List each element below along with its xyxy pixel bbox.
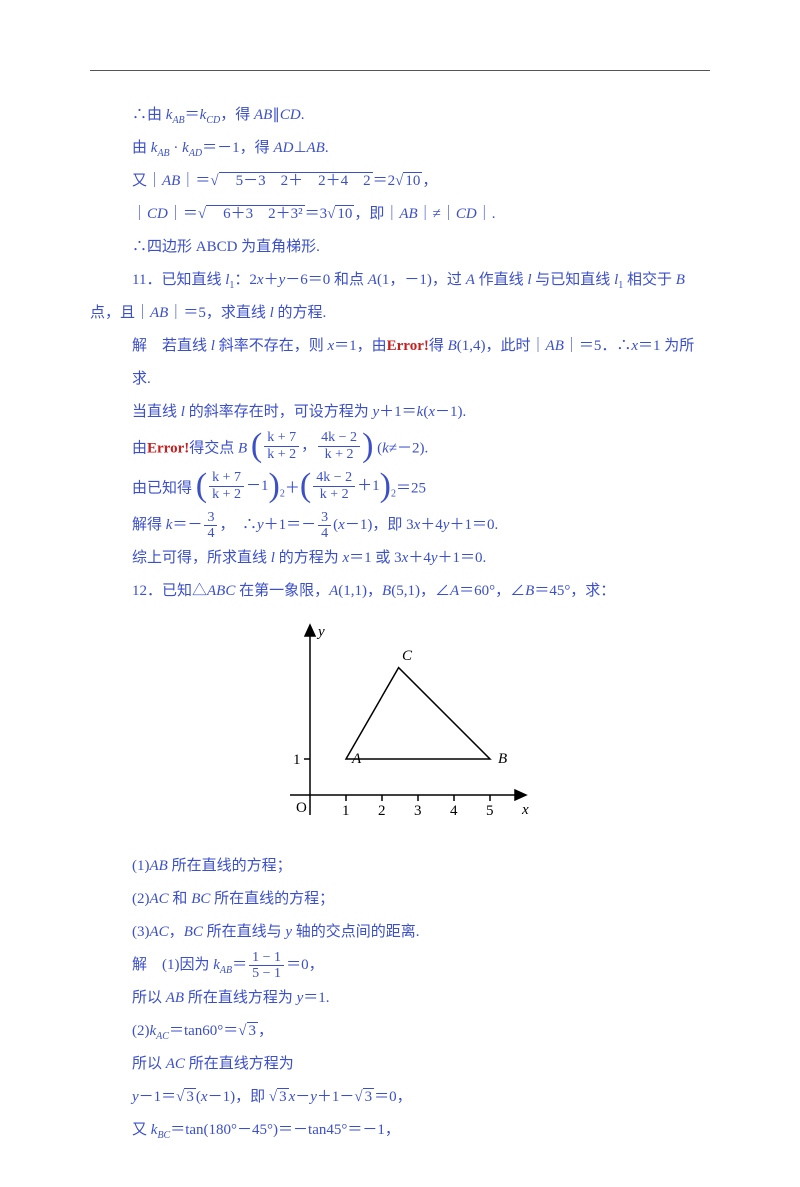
text-line: ｜CD｜＝√ 6＋3 2＋3²＝3√10，即｜AB｜≠｜CD｜.	[90, 198, 710, 231]
problem-11: 11．已知直线 l1：2x＋y－6＝0 和点 A(1，－1)，过 A 作直线 l…	[90, 264, 710, 297]
svg-text:1: 1	[293, 752, 301, 768]
text-line: 解得 k＝－34， ∴y＋1＝－34(x－1)，即 3x＋4y＋1＝0.	[90, 509, 710, 542]
svg-text:1: 1	[342, 803, 350, 819]
solution-line: 又 kBC＝tan(180°－45°)＝－tan45°＝－1，	[90, 1114, 710, 1147]
svg-text:O: O	[296, 800, 307, 816]
paren-expr: (k + 7k + 2，4k − 2k + 2)	[251, 429, 373, 469]
solution-line: y－1＝√3(x－1)，即 √3x－y＋1－√3＝0，	[90, 1081, 710, 1114]
solution-line: (2)kAC＝tan60°＝√3，	[90, 1015, 710, 1048]
svg-text:4: 4	[450, 803, 458, 819]
text-line: ∴由 kAB＝kCD，得 AB∥CD.	[90, 99, 710, 132]
text-line: 又｜AB｜＝√ 5－3 2＋ 2＋4 2＝2√10，	[90, 165, 710, 198]
top-rule	[90, 70, 710, 71]
sub-question-3: (3)AC，BC 所在直线与 y 轴的交点间的距离.	[90, 916, 710, 949]
document-page: ∴由 kAB＝kCD，得 AB∥CD. 由 kAB · kAD＝－1，得 AD⊥…	[0, 0, 800, 1187]
error-text: Error!	[147, 440, 189, 456]
svg-text:y: y	[316, 624, 325, 640]
problem-12: 12．已知△ABC 在第一象限，A(1,1)，B(5,1)，∠A＝60°，∠B＝…	[90, 575, 710, 608]
text-line: 当直线 l 的斜率存在时，可设方程为 y＋1＝k(x－1).	[90, 396, 710, 429]
solution-line: 解 (1)因为 kAB＝1 − 15 − 1＝0，	[90, 949, 710, 982]
text-line: 由 kAB · kAD＝－1，得 AD⊥AB.	[90, 132, 710, 165]
text-line: 点，且｜AB｜＝5，求直线 l 的方程.	[90, 297, 710, 330]
svg-text:5: 5	[486, 803, 494, 819]
svg-text:3: 3	[414, 803, 422, 819]
svg-text:2: 2	[378, 803, 386, 819]
triangle-diagram: y x O 1 2 3 4 5 1 A B C	[260, 620, 540, 840]
svg-text:A: A	[351, 751, 362, 767]
error-text: Error!	[387, 338, 429, 354]
text-line: 由已知得 (k + 7k + 2－1)2＋(4k − 2k + 2＋1)2＝25	[90, 469, 710, 509]
text-line: 解 若直线 l 斜率不存在，则 x＝1，由Error!得 B(1,4)，此时｜A…	[90, 330, 710, 396]
text-line: 综上可得，所求直线 l 的方程为 x＝1 或 3x＋4y＋1＝0.	[90, 542, 710, 575]
solution-line: 所以 AB 所在直线方程为 y＝1.	[90, 982, 710, 1015]
svg-text:x: x	[521, 802, 529, 818]
svg-text:B: B	[498, 751, 507, 767]
sub-question-2: (2)AC 和 BC 所在直线的方程；	[90, 883, 710, 916]
text-line: ∴四边形 ABCD 为直角梯形.	[90, 231, 710, 264]
sub-question-1: (1)AB 所在直线的方程；	[90, 850, 710, 883]
solution-line: 所以 AC 所在直线方程为	[90, 1048, 710, 1081]
svg-text:C: C	[402, 648, 413, 664]
text-line: 由Error!得交点 B (k + 7k + 2，4k − 2k + 2) (k…	[90, 429, 710, 469]
